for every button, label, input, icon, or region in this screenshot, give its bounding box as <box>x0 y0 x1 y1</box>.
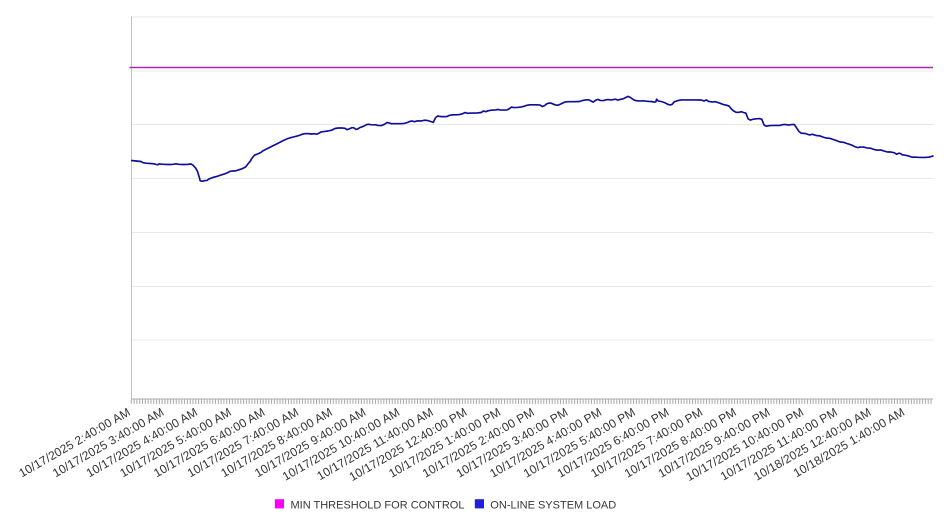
svg-text:ON-LINE SYSTEM LOAD: ON-LINE SYSTEM LOAD <box>490 499 616 511</box>
svg-text:MIN THRESHOLD FOR CONTROL: MIN THRESHOLD FOR CONTROL <box>291 499 465 511</box>
